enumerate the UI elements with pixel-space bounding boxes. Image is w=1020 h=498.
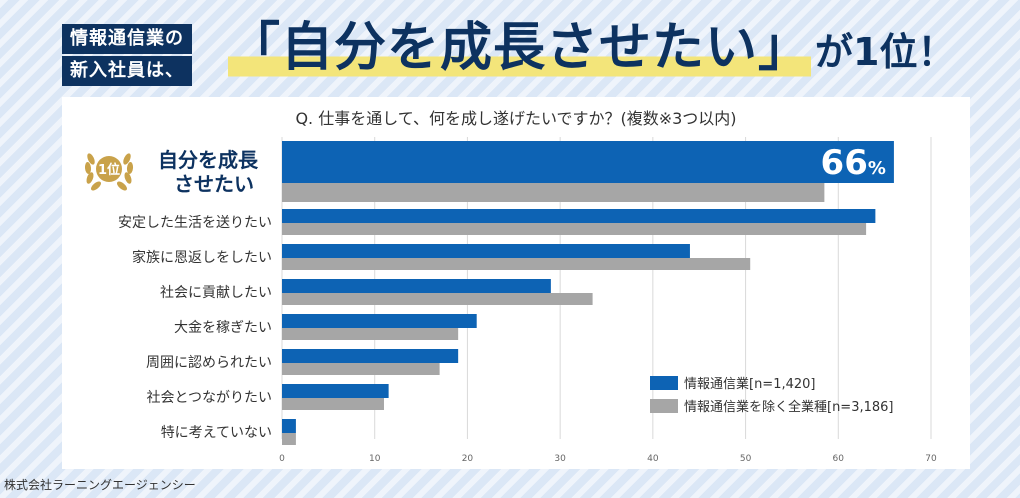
- chart-panel: Q. 仕事を通して、何を成し遂げたいですか？(複数※3つ以内) 自分を成長 させた…: [62, 97, 970, 469]
- headline: 「自分を成長させたい」 が1位！: [228, 6, 955, 90]
- legend: 情報通信業[n=1,420] 情報通信業を除く全業種[n=3,186]: [650, 376, 894, 415]
- bar-series-1-4: [282, 314, 477, 328]
- bar-layer: [282, 141, 894, 445]
- bar-series-1-0: [282, 141, 894, 183]
- laurel-medal-icon: 1位: [84, 153, 134, 191]
- rank-badge-text: 1位: [98, 162, 120, 178]
- footer-credit: 株式会社ラーニングエージェンシー: [4, 478, 196, 492]
- bar-series-2-3: [282, 293, 593, 305]
- medal-circle: [96, 156, 122, 182]
- legend-label-series-1: 情報通信業[n=1,420]: [684, 376, 816, 392]
- value-label-number: 66: [821, 143, 868, 183]
- bar-chart: 自分を成長させたい 66% 安定した生活を送りたい家族に恩返しをしたい社会に貢献した…: [84, 137, 937, 464]
- headline-suffix: が1位！: [815, 30, 956, 74]
- laurel-right-icon: [117, 153, 134, 191]
- x-tick-label-3: 30: [554, 454, 566, 464]
- category-label-1: 安定した生活を送りたい: [118, 215, 272, 231]
- x-tick-label-0: 0: [279, 454, 285, 464]
- bar-series-1-5: [282, 349, 459, 363]
- category-label-2: 家族に恩返しをしたい: [132, 249, 272, 266]
- category-label-5: 周囲に認められたい: [146, 355, 272, 371]
- category-label-0-line-1: 自分を成長: [158, 148, 259, 172]
- bar-series-2-4: [282, 328, 459, 340]
- category-label-7: 特に考えていない: [161, 425, 272, 441]
- bar-series-1-3: [282, 279, 551, 293]
- legend-swatch-series-2: [650, 399, 678, 413]
- legend-label-series-2: 情報通信業を除く全業種[n=3,186]: [684, 399, 894, 415]
- header-tag-line-2: 新入社員は、: [62, 56, 192, 86]
- bar-series-1-6: [282, 384, 389, 398]
- bar-series-1-2: [282, 244, 690, 258]
- x-tick-label-5: 50: [740, 454, 752, 464]
- x-tick-label-2: 20: [462, 454, 474, 464]
- value-label-highlight: 66%: [821, 143, 886, 183]
- tick-label-layer: 0 10 20 30 40 50 60 70: [279, 454, 937, 464]
- headline-main: 「自分を成長させたい」: [228, 6, 812, 90]
- x-tick-label-7: 70: [925, 454, 937, 464]
- bar-series-2-6: [282, 398, 384, 410]
- category-label-4: 大金を稼ぎたい: [174, 320, 272, 336]
- laurel-left-icon: [84, 153, 101, 191]
- bar-series-2-7: [282, 433, 296, 445]
- bar-series-1-7: [282, 419, 296, 433]
- bar-series-2-1: [282, 223, 867, 235]
- x-tick-label-1: 10: [369, 454, 381, 464]
- header-tag-line-1: 情報通信業の: [62, 24, 192, 54]
- chart-title: Q. 仕事を通して、何を成し遂げたいですか？(複数※3つ以内): [295, 109, 737, 128]
- bar-series-2-0: [282, 183, 825, 202]
- category-label-3: 社会に貢献したい: [160, 285, 272, 301]
- category-label-6: 社会とつながりたい: [147, 390, 272, 406]
- legend-swatch-series-1: [650, 376, 678, 390]
- x-tick-label-6: 60: [833, 454, 845, 464]
- category-label-layer: 自分を成長させたい 66% 安定した生活を送りたい家族に恩返しをしたい社会に貢献した…: [118, 143, 886, 441]
- bar-series-2-2: [282, 258, 751, 270]
- x-tick-label-4: 40: [647, 454, 659, 464]
- bar-series-1-1: [282, 209, 876, 223]
- bar-series-2-5: [282, 363, 440, 375]
- value-label-unit: %: [868, 158, 886, 179]
- category-label-0-line-2: させたい: [174, 172, 254, 196]
